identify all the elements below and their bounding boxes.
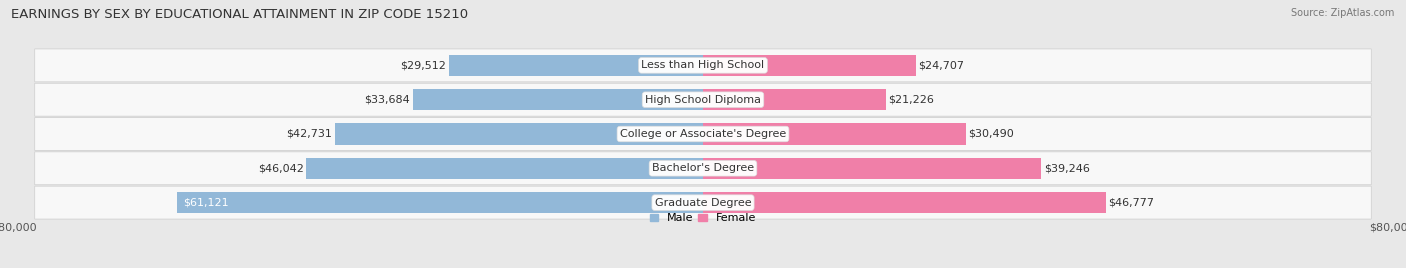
Bar (703, 89, 886, 110)
Text: $46,777: $46,777 (1108, 198, 1154, 208)
FancyBboxPatch shape (35, 49, 1371, 82)
Bar (307, 158, 703, 179)
Text: $21,226: $21,226 (889, 95, 935, 105)
Text: $46,042: $46,042 (257, 163, 304, 173)
Text: Graduate Degree: Graduate Degree (655, 198, 751, 208)
Text: Source: ZipAtlas.com: Source: ZipAtlas.com (1291, 8, 1395, 18)
Bar (449, 55, 703, 76)
Bar (335, 123, 703, 145)
Text: $24,707: $24,707 (918, 60, 965, 70)
Bar (703, 123, 966, 145)
Text: $29,512: $29,512 (401, 60, 446, 70)
Text: Bachelor's Degree: Bachelor's Degree (652, 163, 754, 173)
FancyBboxPatch shape (35, 118, 1371, 150)
Bar (703, 158, 1040, 179)
Text: High School Diploma: High School Diploma (645, 95, 761, 105)
Bar (703, 55, 915, 76)
FancyBboxPatch shape (35, 83, 1371, 116)
Text: $42,731: $42,731 (287, 129, 332, 139)
Text: Less than High School: Less than High School (641, 60, 765, 70)
Bar (703, 192, 1107, 213)
Bar (413, 89, 703, 110)
Text: EARNINGS BY SEX BY EDUCATIONAL ATTAINMENT IN ZIP CODE 15210: EARNINGS BY SEX BY EDUCATIONAL ATTAINMEN… (11, 8, 468, 21)
Text: $39,246: $39,246 (1043, 163, 1090, 173)
Text: $30,490: $30,490 (969, 129, 1014, 139)
Text: College or Associate's Degree: College or Associate's Degree (620, 129, 786, 139)
Text: $33,684: $33,684 (364, 95, 411, 105)
Bar (177, 192, 703, 213)
Legend: Male, Female: Male, Female (645, 209, 761, 228)
FancyBboxPatch shape (35, 152, 1371, 185)
Text: $61,121: $61,121 (184, 198, 229, 208)
FancyBboxPatch shape (35, 186, 1371, 219)
